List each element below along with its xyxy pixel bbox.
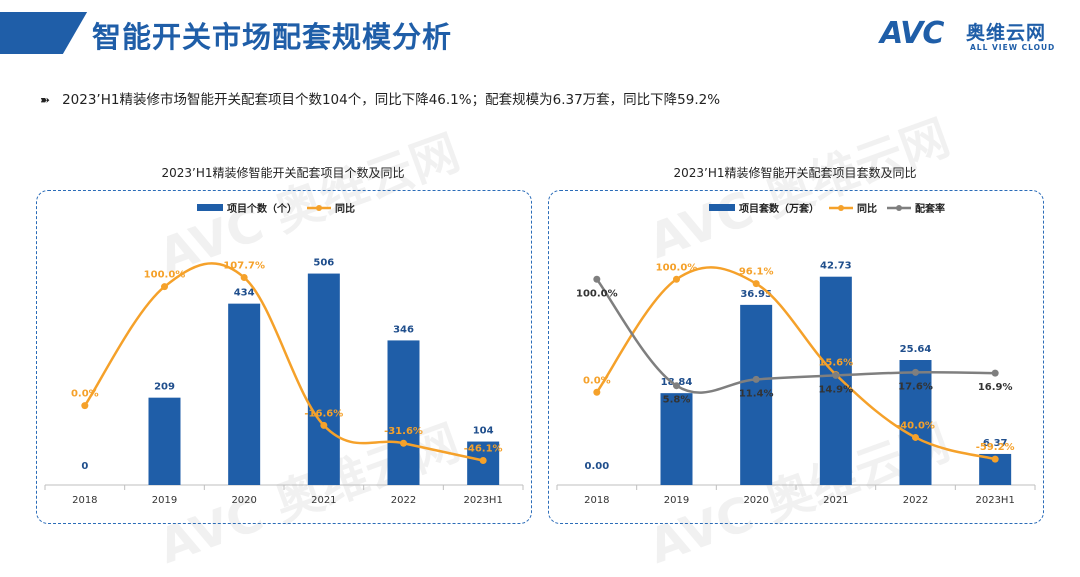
legend-line-marker (838, 205, 844, 211)
x-tick-label: 2021 (823, 495, 848, 506)
series-line (595, 266, 996, 461)
line-value-label: -46.1% (464, 443, 503, 454)
title-bar: 智能开关市场配套规模分析 (0, 0, 640, 62)
legend-label: 项目套数（万套） (739, 202, 819, 215)
x-tick-label: 2023H1 (975, 495, 1014, 506)
line-value-label: -59.2% (976, 442, 1015, 453)
line-value-label: 100.0% (656, 262, 698, 273)
bar-value-label: 209 (154, 382, 175, 393)
title-accent (0, 12, 88, 54)
chart2-panel: 2018 2019 2020 2021 2022 2023H1 项目套数（万套） 同比 配套率 0… (548, 190, 1044, 524)
bar-value-label: 0 (81, 461, 88, 472)
bar (740, 304, 773, 485)
line-value-label: 100.0% (144, 270, 186, 281)
logo-cn-text: 奥维云网 (966, 22, 1047, 44)
line-value-label: 96.1% (739, 267, 774, 278)
line-point (593, 275, 601, 283)
logo-en-text: ALL VIEW CLOUD (970, 43, 1056, 52)
x-tick-label: 2018 (584, 495, 609, 506)
legend-label: 同比 (857, 202, 877, 215)
line-point (752, 375, 760, 383)
bar-value-label: 346 (393, 324, 414, 335)
line-point (912, 368, 919, 376)
line-value-label: 11.4% (739, 388, 774, 399)
legend-bar-swatch (709, 204, 735, 211)
line-point (912, 433, 919, 441)
logo-avc-text: AVC (880, 16, 944, 51)
line-point (81, 402, 89, 410)
line-value-label: -16.6% (304, 408, 343, 419)
bar (307, 273, 340, 485)
legend-label: 同比 (335, 202, 355, 215)
line-value-label: 17.6% (898, 381, 933, 392)
line-point (479, 456, 487, 464)
bar (387, 340, 420, 485)
line-value-label: 100.0% (576, 288, 618, 299)
line-point (673, 382, 680, 390)
bar (148, 397, 181, 485)
x-tick-label: 2023H1 (463, 495, 502, 506)
line-point (673, 275, 680, 283)
line-point (161, 283, 168, 291)
legend-line-marker (316, 205, 322, 211)
page-title: 智能开关市场配套规模分析 (92, 20, 453, 54)
line-point (240, 274, 248, 282)
bar-value-label: 6.37 (983, 438, 1008, 449)
bar (660, 393, 693, 485)
series-line (83, 262, 484, 462)
x-tick-label: 2019 (152, 495, 177, 506)
bar-value-label: 0.00 (584, 461, 609, 472)
chart2-svg: 2018 2019 2020 2021 2022 2023H1 项目套数（万套） 同比 配套率 0… (556, 202, 1036, 506)
legend-line-marker (896, 205, 902, 211)
line-value-label: 0.0% (583, 375, 611, 386)
line-value-label: 15.6% (818, 358, 853, 369)
bar-value-label: 25.64 (900, 344, 932, 355)
bar (819, 276, 852, 485)
x-tick-label: 2022 (903, 495, 928, 506)
chart1-panel: 2018 2019 2020 2021 2022 2023H1 项目个数（个） 同比 0 209 4… (36, 190, 532, 524)
line-value-label: 16.9% (978, 382, 1013, 393)
line-point (991, 369, 999, 377)
x-tick-label: 2022 (391, 495, 416, 506)
bar (228, 303, 261, 485)
line-point (832, 371, 840, 379)
line-point (991, 455, 999, 463)
series-line (595, 278, 996, 394)
bar (899, 360, 932, 485)
x-tick-label: 2020 (231, 495, 256, 506)
legend-label: 项目个数（个） (227, 202, 297, 215)
bar-value-label: 104 (473, 426, 494, 437)
x-tick-label: 2018 (72, 495, 97, 506)
x-tick-label: 2021 (311, 495, 336, 506)
line-value-label: -40.0% (896, 420, 935, 431)
legend-bar-swatch (197, 204, 223, 211)
chart2-title: 2023’H1精装修智能开关配套项目套数及同比 (673, 166, 917, 180)
summary-text: 2023’H1精装修市场智能开关配套项目个数104个，同比下降46.1%；配套规… (62, 92, 721, 108)
summary-line: ➽ 2023’H1精装修市场智能开关配套项目个数104个，同比下降46.1%；配套… (40, 88, 720, 108)
line-point (593, 388, 601, 396)
line-value-label: 107.7% (223, 261, 265, 272)
legend-label: 配套率 (915, 202, 945, 215)
x-tick-label: 2019 (664, 495, 689, 506)
line-value-label: 5.8% (663, 395, 691, 406)
line-value-label: -31.6% (384, 426, 423, 437)
chart1-svg: 2018 2019 2020 2021 2022 2023H1 项目个数（个） 同比 0 209 4… (44, 202, 524, 506)
line-point (400, 439, 407, 447)
chart1-title: 2023’H1精装修智能开关配套项目个数及同比 (161, 166, 405, 180)
bar-value-label: 434 (234, 288, 255, 299)
line-point (752, 280, 760, 288)
line-value-label: 14.9% (818, 384, 853, 395)
line-value-label: 0.0% (71, 389, 99, 400)
bar-value-label: 506 (313, 258, 334, 269)
bullet-arrow-icon: ➽ (40, 93, 51, 107)
line-point (320, 421, 328, 429)
brand-logo: AVC 奥维云网 ALL VIEW CLOUD (880, 16, 1060, 56)
bar-value-label: 42.73 (820, 261, 852, 272)
bar-value-label: 36.95 (740, 289, 772, 300)
x-tick-label: 2020 (743, 495, 768, 506)
